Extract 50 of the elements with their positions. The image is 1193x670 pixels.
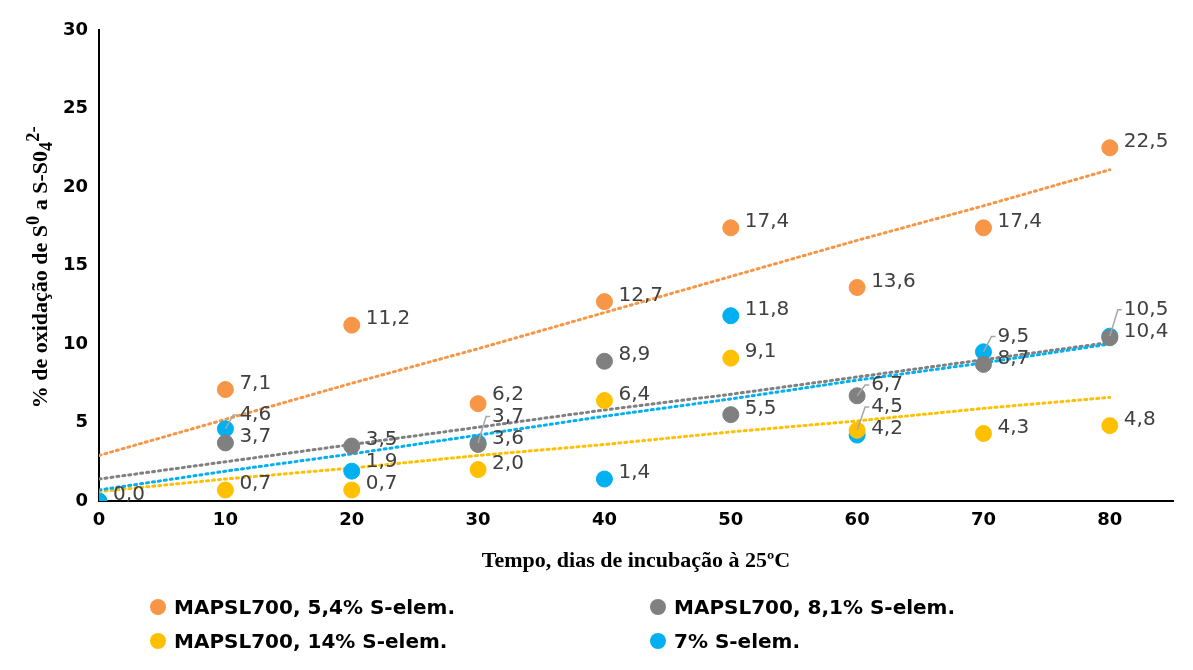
data-label: 4,2 <box>871 415 903 440</box>
y-tick-label: 10 <box>62 331 89 353</box>
data-label: 6,7 <box>871 371 903 396</box>
x-tick-label: 50 <box>718 508 744 530</box>
data-label: 2,0 <box>492 449 524 474</box>
data-label: 3,7 <box>239 423 272 448</box>
data-label: 0,7 <box>365 470 398 495</box>
y-tick-label: 20 <box>62 174 89 196</box>
legend-label: 7% S-elem. <box>674 629 801 653</box>
data-label: 11,8 <box>744 295 790 320</box>
x-tick-label: 20 <box>339 508 365 530</box>
data-label: 3,6 <box>492 424 524 449</box>
data-label: 6,2 <box>492 380 524 405</box>
data-label: 5,5 <box>744 394 777 419</box>
y-tick-label: 15 <box>62 253 89 275</box>
data-label: 7,1 <box>239 369 272 394</box>
data-label: 13,6 <box>871 267 916 292</box>
data-label: 10,5 <box>1123 295 1169 320</box>
data-label: 9,5 <box>997 322 1030 347</box>
x-tick-label: 70 <box>970 508 997 530</box>
x-tick-label: 40 <box>591 508 617 530</box>
x-tick-label: 0 <box>92 508 106 530</box>
x-tick-label: 80 <box>1097 508 1123 530</box>
data-label: 17,4 <box>744 208 790 233</box>
data-label: 3,7 <box>492 402 524 427</box>
data-label: 12,7 <box>618 281 663 306</box>
legend-label: MAPSL700, 8,1% S-elem. <box>674 595 956 619</box>
y-tick-label: 30 <box>62 17 89 39</box>
legend-label: MAPSL700, 5,4% S-elem. <box>174 595 456 619</box>
y-tick-label: 0 <box>75 488 89 510</box>
x-tick-label: 60 <box>844 508 870 530</box>
x-axis-title: Tempo, dias de incubação à 25ºC <box>481 547 791 573</box>
x-tick-label: 10 <box>212 508 238 530</box>
data-label: 4,8 <box>1123 405 1156 430</box>
data-label: 0,7 <box>239 470 272 495</box>
x-tick-label: 30 <box>465 508 491 530</box>
data-label: 9,1 <box>744 338 777 363</box>
data-label: 0,0 <box>113 481 145 506</box>
data-label: 8,9 <box>618 341 651 366</box>
data-label: 17,4 <box>997 208 1043 233</box>
y-tick-label: 5 <box>75 410 89 432</box>
legend-label: MAPSL700, 14% S-elem. <box>174 629 448 653</box>
data-label: 1,4 <box>618 459 651 484</box>
data-label: 6,4 <box>618 380 651 405</box>
data-label: 4,5 <box>871 393 903 418</box>
data-label: 22,5 <box>1123 127 1169 152</box>
y-tick-label: 25 <box>62 96 89 118</box>
data-label: 4,3 <box>997 413 1030 438</box>
data-label: 11,2 <box>365 305 411 330</box>
data-label: 10,4 <box>1123 317 1169 342</box>
